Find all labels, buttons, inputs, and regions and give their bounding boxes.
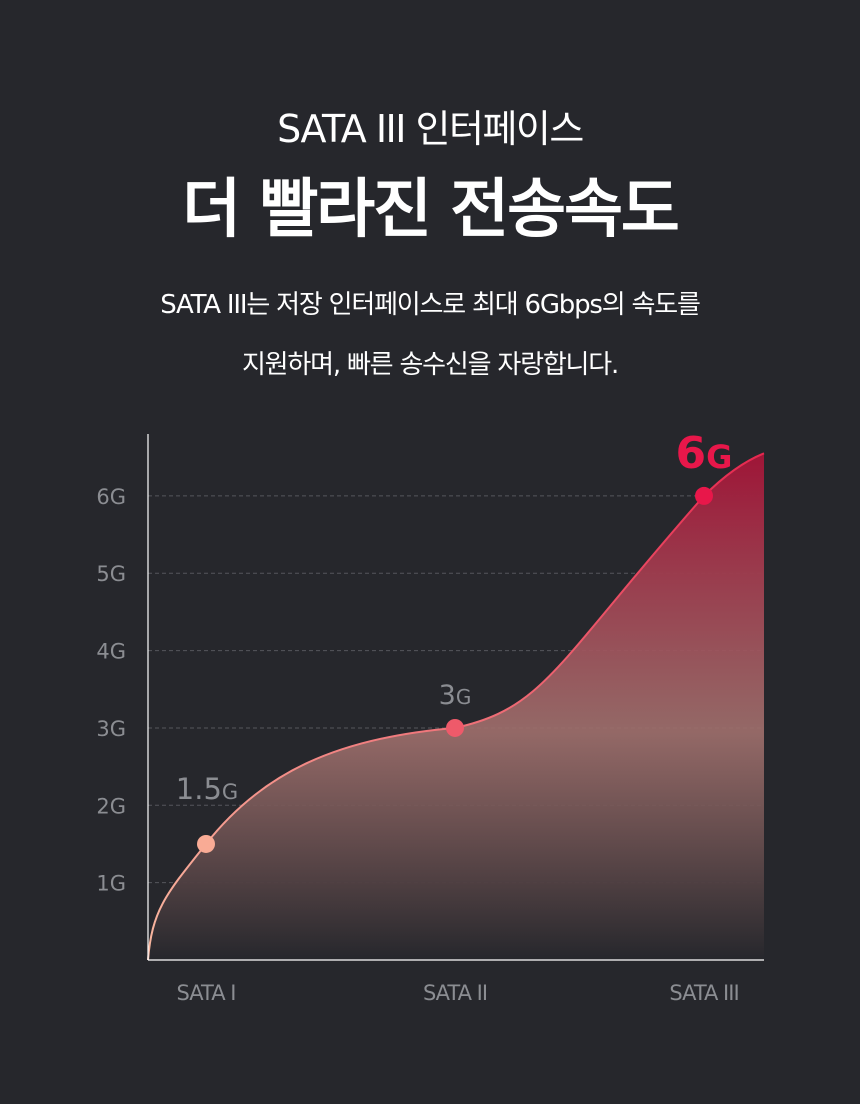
x-category-label: SATA I [177, 981, 236, 1005]
data-label-number: 6 [676, 428, 707, 479]
data-label-1: 1.5G [176, 772, 238, 806]
page-title: 더 빨라진 전송속도 [182, 173, 680, 247]
y-tick-label: 4G [96, 640, 126, 664]
y-tick-label: 1G [96, 872, 126, 896]
description-line-2: 지원하며, 빠른 송수신을 자랑합니다. [241, 350, 619, 380]
data-point-1 [197, 834, 215, 853]
y-tick-label: 3G [96, 717, 126, 741]
data-label-unit: G [456, 685, 472, 709]
data-label-number: 1.5 [176, 772, 222, 806]
y-tick-label: 2G [96, 794, 126, 818]
data-point-3 [695, 486, 713, 505]
description-line-1: SATA III는 저장 인터페이스로 최대 6Gbps의 속도를 [160, 290, 701, 320]
data-label-unit: G [706, 438, 732, 476]
y-tick-label: 6G [96, 485, 126, 509]
data-label-2: 3G [439, 680, 472, 711]
page-subtitle: SATA III 인터페이스 [277, 107, 584, 151]
area-fill [148, 453, 764, 960]
x-category-label: SATA II [423, 981, 487, 1005]
data-label-3: 6G [676, 428, 733, 479]
y-tick-label: 5G [96, 562, 126, 586]
data-label-unit: G [222, 780, 238, 804]
data-label-number: 3 [439, 680, 456, 711]
x-category-label: SATA III [669, 981, 738, 1005]
data-point-2 [446, 718, 464, 737]
